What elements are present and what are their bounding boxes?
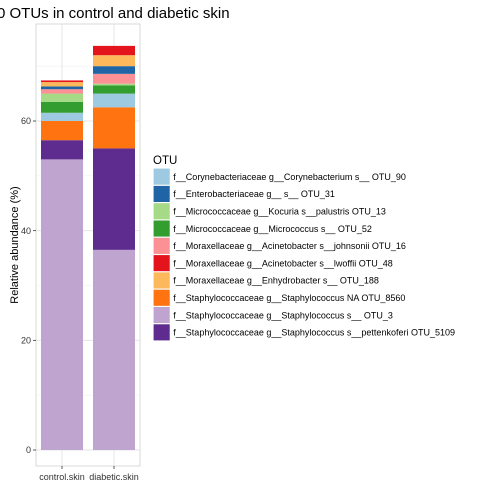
y-tick-label: 0	[26, 445, 31, 455]
bar-segment	[41, 89, 83, 94]
bar-segment	[41, 140, 83, 160]
legend-label: f__Moraxellaceae g__Acinetobacter s__lwo…	[173, 258, 392, 268]
bar-segment	[41, 101, 83, 113]
legend-swatch	[153, 307, 170, 324]
legend-swatch	[153, 237, 170, 254]
bar-segment	[93, 249, 135, 450]
x-axis: control.skin diabetic.skin	[39, 466, 139, 482]
legend-label: f__Enterobacteriaceae g__ s__ OTU_31	[173, 189, 335, 199]
legend-label: f__Staphylococcaceae g__Staphylococcus s…	[173, 328, 455, 338]
y-tick-label: 60	[21, 116, 31, 126]
legend-swatch	[153, 168, 170, 185]
bar-segment	[93, 45, 135, 56]
bar-segment	[93, 93, 135, 108]
legend-label: f__Corynebacteriaceae g__Corynebacterium…	[173, 172, 406, 182]
bar-segment	[41, 82, 83, 87]
bar-segment	[41, 112, 83, 121]
legend-swatch	[153, 255, 170, 272]
x-tick-label: control.skin	[39, 472, 85, 482]
bar-segment	[93, 85, 135, 94]
bar-segment	[41, 121, 83, 141]
bar-segment	[93, 55, 135, 67]
chart-title: 0 OTUs in control and diabetic skin	[0, 5, 230, 22]
bar-segment	[41, 86, 83, 90]
x-tick-label: diabetic.skin	[89, 472, 139, 482]
legend-swatch	[153, 203, 170, 220]
bar-segment	[41, 80, 83, 83]
bars	[41, 45, 135, 450]
legend-label: f__Staphylococcaceae g__Staphylococcus s…	[173, 310, 393, 320]
legend-swatch	[153, 324, 170, 341]
bar-segment	[93, 73, 135, 84]
legend-swatch	[153, 185, 170, 202]
legend-swatch	[153, 272, 170, 289]
bar-segment	[93, 107, 135, 149]
bar-segment	[41, 159, 83, 450]
legend-label: f__Moraxellaceae g__Acinetobacter s__joh…	[173, 241, 406, 251]
bar-segment	[93, 83, 135, 86]
bar-segment	[93, 66, 135, 74]
y-tick-label: 40	[21, 226, 31, 236]
bar-segment	[93, 148, 135, 250]
legend: f__Corynebacteriaceae g__Corynebacterium…	[152, 167, 455, 342]
y-tick-label: 20	[21, 336, 31, 346]
y-axis-label: Relative abundance (%)	[9, 186, 21, 303]
legend-label: f__Staphylococcaceae g__Staphylococcus N…	[173, 293, 405, 303]
legend-label: f__Moraxellaceae g__Enhydrobacter s__ OT…	[173, 276, 379, 286]
legend-swatch	[153, 289, 170, 306]
legend-swatch	[153, 220, 170, 237]
y-axis: 0 20 40 60	[21, 116, 36, 455]
legend-label: f__Micrococcaceae g__Kocuria s__palustri…	[173, 206, 386, 216]
legend-title: OTU	[153, 155, 177, 167]
legend-label: f__Micrococcaceae g__Micrococcus s__ OTU…	[173, 224, 372, 234]
bar-segment	[41, 93, 83, 102]
